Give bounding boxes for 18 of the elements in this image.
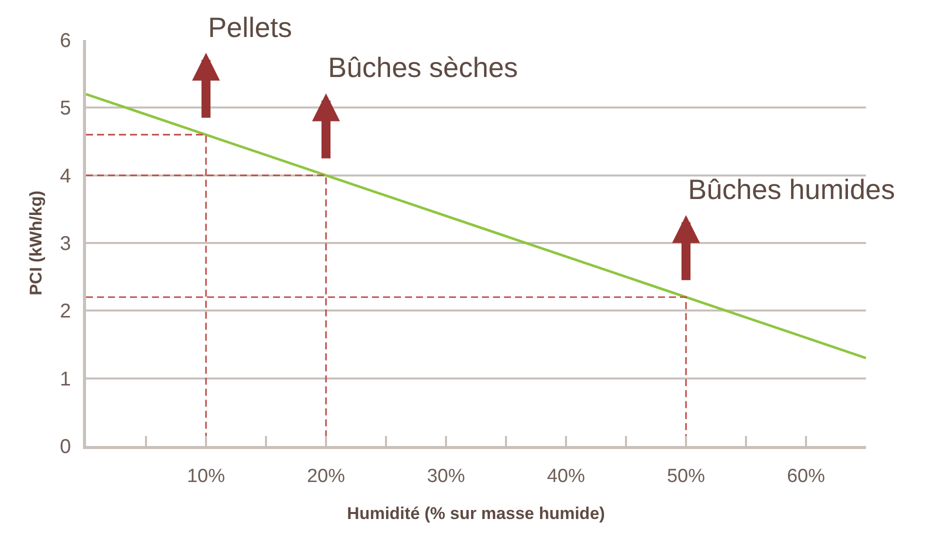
y-tick-label: 3 [60, 233, 71, 255]
y-tick-label: 2 [60, 300, 71, 323]
x-axis-title: Humidité (% sur masse humide) [347, 504, 605, 524]
y-tick-label: 0 [60, 436, 71, 458]
x-tick-label: 50% [666, 466, 706, 487]
y-tick-label: 1 [60, 368, 71, 390]
y-tick-label: 4 [60, 165, 71, 188]
x-tick-label: 20% [306, 466, 346, 487]
x-tick-label: 60% [786, 466, 826, 487]
annotation: Bûches humides [688, 174, 896, 205]
x-tick-label: 30% [426, 466, 466, 487]
annotation: Pellets [208, 12, 292, 43]
y-tick-label: 5 [60, 98, 71, 120]
x-tick-label: 40% [546, 466, 586, 487]
y-tick-label: 6 [60, 30, 71, 52]
annotation: Bûches sèches [328, 52, 518, 83]
x-tick-label: 10% [186, 466, 226, 487]
y-axis-title: PCI (kWh/kg) [26, 190, 46, 296]
